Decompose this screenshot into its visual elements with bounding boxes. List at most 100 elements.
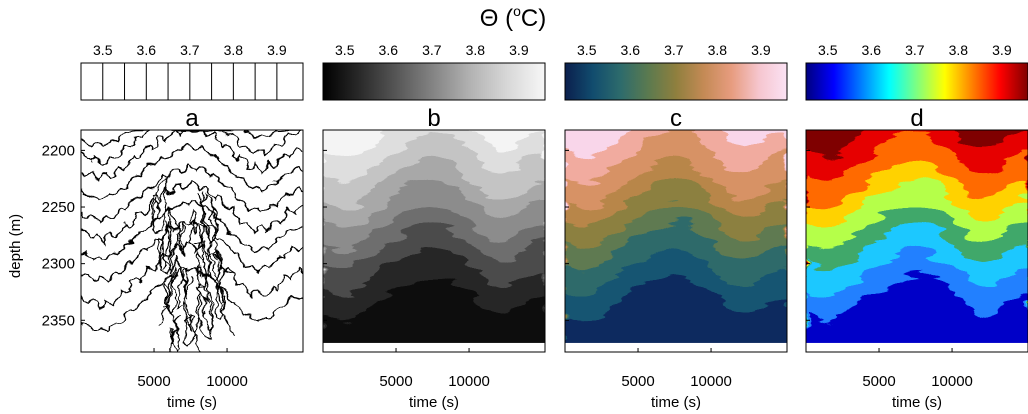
temperature-band	[323, 276, 545, 352]
x-tick-label: 10000	[206, 373, 248, 390]
colorbar-tick-label: 3.9	[992, 42, 1012, 58]
x-tick-label: 10000	[448, 373, 490, 390]
colorbar-tick-label: 3.7	[422, 42, 442, 58]
colorbar-tick-label: 3.7	[180, 42, 200, 58]
contour-line	[81, 130, 303, 165]
contour-line	[81, 130, 303, 182]
colorbar-tick-label: 3.6	[137, 42, 157, 58]
contour-fragment	[202, 190, 218, 239]
colorbar-a: 3.5 3.6 3.7 3.8 3.9	[80, 42, 304, 101]
colorbar-tick-label: 3.8	[949, 42, 969, 58]
panel-label: c	[670, 105, 682, 132]
x-tick-label: 5000	[862, 373, 895, 390]
heatmap-b	[323, 130, 545, 352]
colorbar-tick-label: 3.9	[509, 42, 529, 58]
temperature-band	[565, 276, 787, 352]
contour-fragment	[215, 271, 233, 321]
contour-fragment	[190, 193, 206, 254]
colorbar-tick-label: 3.8	[224, 42, 244, 58]
colorbar-tick-label: 3.6	[621, 42, 641, 58]
x-tick-label: 5000	[621, 373, 654, 390]
contour-line	[81, 162, 303, 224]
y-tick-label: 2300	[42, 256, 75, 273]
colorbar-tick-label: 3.5	[818, 42, 838, 58]
y-tick-label: 2350	[42, 312, 75, 329]
contour-line	[81, 201, 303, 261]
contour-fragment	[159, 267, 176, 327]
panel-label: a	[185, 105, 199, 132]
contour-line	[81, 178, 303, 245]
panels-layer: 3.5 3.6 3.7 3.8 3.9 a 5000 10000 time (s) 2200 225…	[42, 42, 1028, 411]
plot-frame	[805, 129, 1028, 353]
colorbar-tick-label: 3.6	[379, 42, 399, 58]
heatmap-a	[81, 130, 303, 352]
contour-fragment	[182, 300, 200, 352]
plot-frame	[564, 129, 788, 353]
colorbar-tick-label: 3.7	[905, 42, 925, 58]
contour-fragment	[208, 223, 222, 285]
contour-fragment	[156, 221, 173, 275]
panel-c: 3.5 3.6 3.7 3.8 3.9 c 5000 10000 time (s)	[564, 42, 788, 411]
contour-fragment	[195, 250, 209, 304]
contour-line	[81, 130, 303, 149]
no-data-strip	[323, 342, 545, 352]
contour-fragment	[162, 301, 181, 352]
y-axis-label: depth (m)	[7, 214, 24, 278]
temperature-bands	[323, 130, 545, 352]
colorbar-tick-label: 3.7	[664, 42, 684, 58]
colorbar-d: 3.5 3.6 3.7 3.8 3.9	[805, 42, 1028, 101]
panel-a: 3.5 3.6 3.7 3.8 3.9 a 5000 10000 time (s) 2200 225…	[42, 42, 304, 411]
contour-fragment	[177, 267, 194, 310]
figure-title: Θ (oC)	[480, 3, 546, 32]
colorbar-frame	[80, 62, 304, 101]
no-data-strip	[565, 342, 787, 352]
x-axis-label: time (s)	[167, 394, 217, 411]
contour-fragment	[151, 177, 168, 226]
plot-frame	[80, 129, 304, 353]
title-unit: C)	[521, 5, 546, 32]
contour-fragment	[195, 283, 214, 330]
y-tick-label: 2200	[42, 142, 75, 159]
x-tick-label: 10000	[690, 373, 732, 390]
colorbar-tick-label: 3.5	[577, 42, 597, 58]
colorbar-gradient	[805, 62, 1028, 101]
panel-label: b	[427, 105, 440, 132]
y-tick-label: 2250	[42, 199, 75, 216]
panel-b: 3.5 3.6 3.7 3.8 3.9 b 5000 10000 time (s)	[322, 42, 546, 411]
colorbar-c: 3.5 3.6 3.7 3.8 3.9	[564, 42, 788, 101]
x-tick-label: 5000	[137, 373, 170, 390]
x-axis-label: time (s)	[892, 394, 942, 411]
contour-lines	[81, 130, 303, 352]
panel-d: 3.5 3.6 3.7 3.8 3.9 d 5000 10000 time (s)	[805, 42, 1028, 411]
panel-label: d	[910, 105, 923, 132]
x-tick-label: 10000	[931, 373, 973, 390]
contour-fragment	[167, 313, 181, 352]
contour-line	[81, 265, 303, 332]
colorbar-tick-label: 3.5	[335, 42, 355, 58]
x-tick-label: 5000	[379, 373, 412, 390]
plot-frame	[322, 129, 546, 353]
contour-fragment	[194, 240, 210, 291]
contour-fragment	[170, 221, 185, 272]
contour-fragment	[189, 206, 205, 263]
colorbar-b: 3.5 3.6 3.7 3.8 3.9	[322, 42, 546, 101]
temperature-bands	[806, 130, 1028, 352]
colorbar-tick-label: 3.5	[93, 42, 113, 58]
colorbar-tick-label: 3.8	[708, 42, 728, 58]
contour-fragment	[215, 283, 235, 338]
colorbar-tick-label: 3.6	[862, 42, 882, 58]
title-main: Θ (	[480, 5, 513, 32]
contour-fragment	[183, 295, 201, 350]
colorbar-tick-label: 3.9	[751, 42, 771, 58]
no-data-strip	[806, 342, 1028, 352]
colorbar-tick-label: 3.9	[267, 42, 287, 58]
colorbar-gradient	[564, 62, 788, 101]
x-axis-label: time (s)	[409, 394, 459, 411]
temperature-bands	[565, 130, 787, 352]
colorbar-tick-label: 3.8	[466, 42, 486, 58]
contour-fragment	[158, 222, 172, 269]
x-axis-label: time (s)	[651, 394, 701, 411]
colorbar-gradient	[322, 62, 546, 101]
heatmap-d	[806, 130, 1028, 352]
